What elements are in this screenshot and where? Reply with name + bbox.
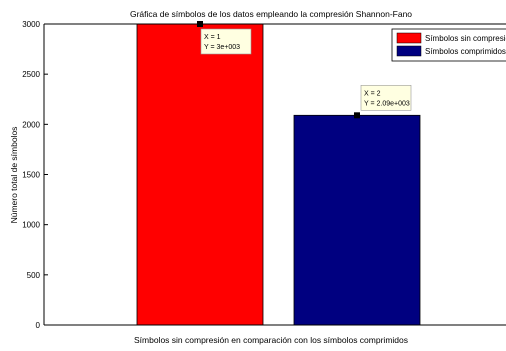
y-tick-label: 2500 [22, 70, 40, 79]
y-axis-label: Número total de símbolos [9, 127, 19, 224]
y-tick-label: 2000 [22, 120, 40, 129]
datatip-y-text: Y = 3e+003 [204, 44, 240, 51]
legend-label-1: Símbolos sin compresión [425, 34, 506, 43]
plot-area: 0 500 1000 1500 2000 2500 3000 X = 1 Y = 3e+003 X… [22, 20, 506, 330]
bar-2 [293, 114, 421, 326]
datatip-x-text: X = 2 [364, 90, 381, 97]
chart-title: Gráfica de símbolos de los datos emplean… [130, 9, 412, 19]
legend-label-2: Símbolos comprimidos [425, 47, 506, 56]
legend-swatch-1 [396, 32, 422, 44]
datatip-box [360, 85, 412, 111]
y-tick-label: 500 [27, 271, 41, 280]
datatip-box [200, 28, 252, 55]
y-tick-label: 0 [36, 321, 41, 330]
datatip-x-text: X = 1 [204, 34, 221, 41]
datatip-y-text: Y = 2.09e+003 [364, 100, 410, 107]
datatip-marker [354, 112, 360, 119]
y-tick-label: 1000 [22, 221, 40, 230]
y-tick-label: 3000 [22, 20, 40, 29]
bar-1 [136, 23, 264, 326]
y-tick-label: 1500 [22, 171, 40, 180]
legend-swatch-2 [396, 45, 422, 57]
datatip-marker [197, 21, 203, 27]
x-axis-label: Símbolos sin compresión en comparación c… [134, 335, 408, 345]
